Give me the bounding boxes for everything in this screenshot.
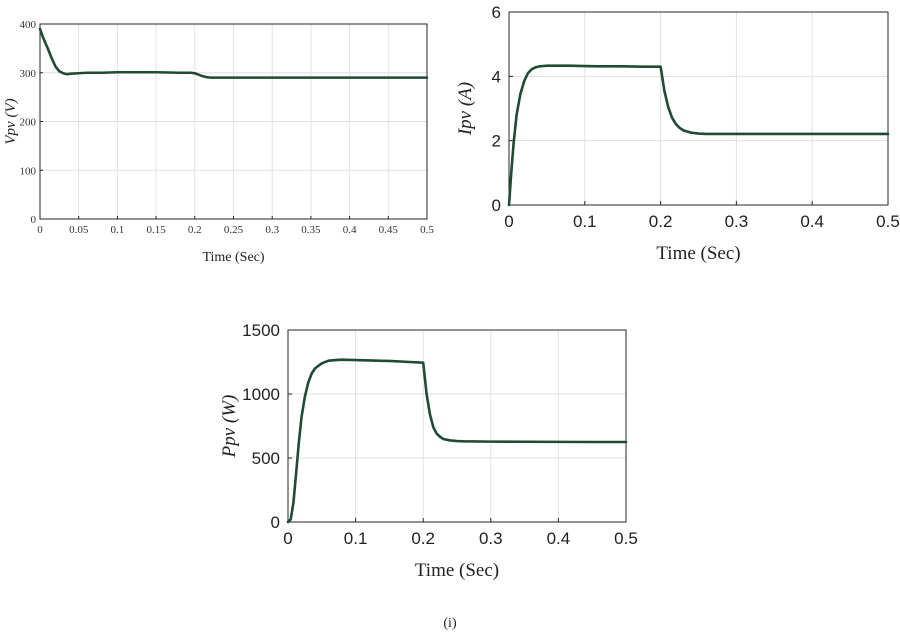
figure-caption: (i) <box>443 616 457 631</box>
x-tick-label: 0.45 <box>379 224 399 236</box>
series-line-vpv <box>38 27 429 79</box>
x-tick-label: 0.5 <box>420 224 434 236</box>
x-tick-label: 0.4 <box>800 212 824 231</box>
y-tick-label: 100 <box>20 165 37 177</box>
plot-area <box>508 11 889 206</box>
y-tick-label: 1000 <box>242 385 280 404</box>
x-tick-label: 0 <box>504 212 513 231</box>
x-tick-label: 0.35 <box>301 224 321 236</box>
chart-ppv: 0 0.1 0.2 0.3 0.4 0.5 0 500 1000 1500 Time (Sec) Pp… <box>219 321 638 581</box>
series-line-ipv <box>507 64 890 207</box>
x-tick-label: 0.3 <box>479 529 503 548</box>
y-tick-label: 200 <box>20 117 37 129</box>
x-tick-label: 0.15 <box>146 224 166 236</box>
chart-ipv: 0 0.1 0.2 0.3 0.4 0.5 0 2 4 6 Time (Sec) Ipv (A) <box>455 3 900 264</box>
x-tick-label: 0.05 <box>69 224 89 236</box>
x-tick-label: 0.3 <box>265 224 279 236</box>
y-tick-label: 2 <box>492 132 501 151</box>
x-tick-label: 0.4 <box>343 224 357 236</box>
x-tick-label: 0.4 <box>547 529 571 548</box>
x-tick-label: 0.1 <box>111 224 125 236</box>
y-tick-label: 6 <box>492 3 501 22</box>
y-axis-label: Ppv (W) <box>219 395 240 459</box>
x-tick-label: 0.5 <box>876 212 900 231</box>
x-tick-label: 0.2 <box>188 224 202 236</box>
x-tick-label: 0 <box>37 224 43 236</box>
x-axis-label: Time (Sec) <box>656 243 740 264</box>
y-tick-label: 0 <box>31 214 37 226</box>
series-line-ppv <box>286 358 628 524</box>
x-axis-label: Time (Sec) <box>202 250 264 265</box>
x-tick-label: 0 <box>283 529 292 548</box>
y-tick-label: 4 <box>492 67 501 86</box>
y-axis-label: Vpv (V) <box>3 98 19 144</box>
y-tick-label: 500 <box>252 449 280 468</box>
y-axis-label: Ipv (A) <box>455 82 476 136</box>
x-tick-label: 0.1 <box>344 529 368 548</box>
x-tick-label: 0.25 <box>224 224 244 236</box>
x-tick-label: 0.3 <box>725 212 749 231</box>
chart-vpv: 0 0.05 0.1 0.15 0.2 0.25 0.3 0.35 0.4 0.45 0.5 0 100… <box>3 19 434 265</box>
y-tick-label: 400 <box>20 19 37 31</box>
x-tick-label: 0.5 <box>614 529 638 548</box>
y-tick-label: 0 <box>271 513 280 532</box>
plot-area <box>287 329 627 523</box>
plot-border <box>287 329 627 523</box>
x-tick-label: 0.2 <box>649 212 673 231</box>
x-tick-label: 0.2 <box>411 529 435 548</box>
y-tick-label: 300 <box>20 68 37 80</box>
y-tick-label: 0 <box>492 196 501 215</box>
plot-border <box>39 23 428 220</box>
x-tick-label: 0.1 <box>573 212 597 231</box>
plot-border <box>508 11 889 206</box>
x-axis-label: Time (Sec) <box>415 560 499 581</box>
y-tick-label: 1500 <box>242 321 280 340</box>
